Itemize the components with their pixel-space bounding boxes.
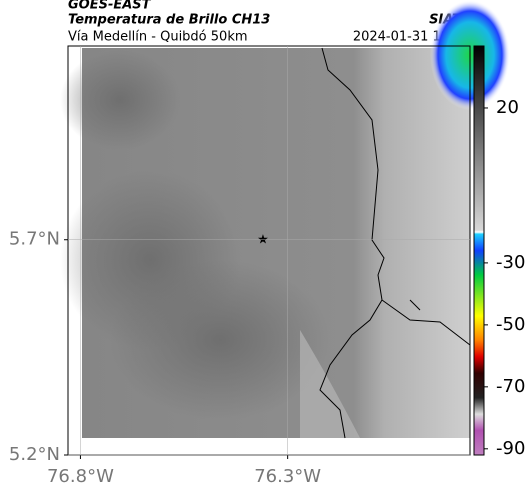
- y-tick-label: 5.2°N: [9, 444, 60, 465]
- colorbar-label: -30: [496, 252, 525, 273]
- x-tick-label: 76.8°W: [47, 466, 114, 487]
- y-tick-label: 5.7°N: [9, 229, 60, 250]
- colorbar-label: -90: [496, 438, 525, 459]
- title: GOES-EAST: [68, 0, 152, 13]
- x-tick-label: 76.3°W: [254, 466, 321, 487]
- location: Vía Medellín - Quibdó 50km: [68, 30, 248, 45]
- subtitle: Temperatura de Brillo CH13: [68, 13, 270, 28]
- star-marker: ★: [257, 233, 269, 248]
- colorbar-label: -70: [496, 376, 525, 397]
- imagery: [60, 0, 510, 438]
- colorbar-label: -50: [496, 314, 525, 335]
- colorbar: [473, 45, 485, 456]
- border: [319, 47, 471, 439]
- colorbar-label: 20: [496, 97, 519, 118]
